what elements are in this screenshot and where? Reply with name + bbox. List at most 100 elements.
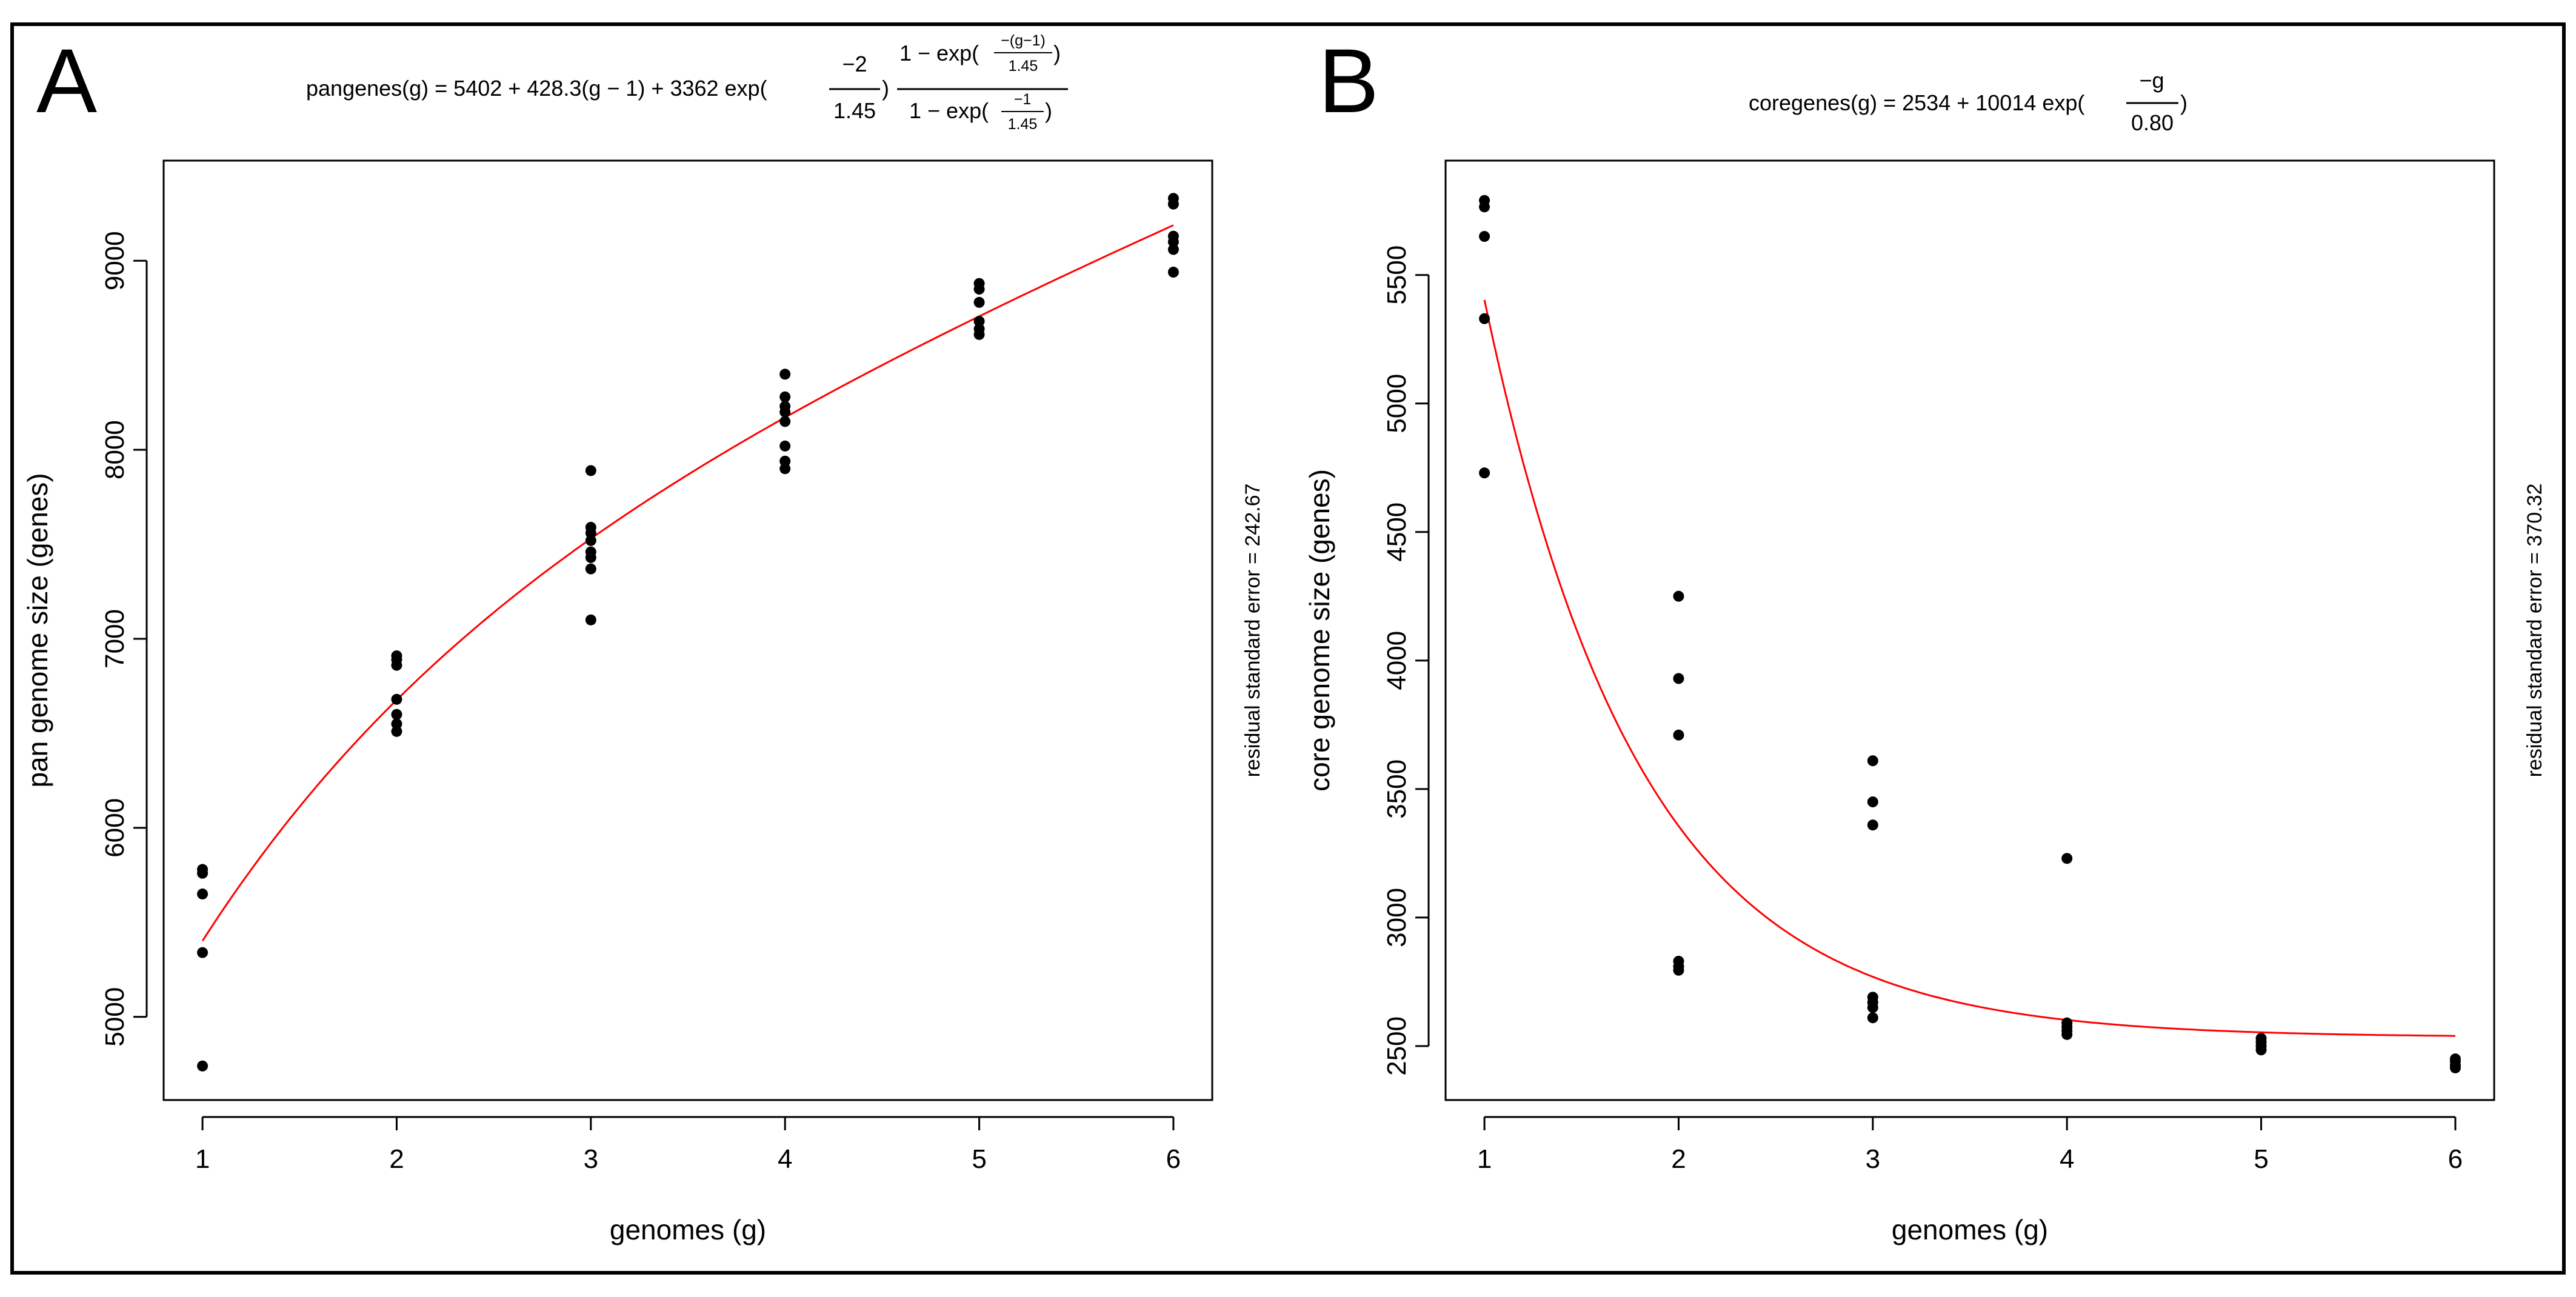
panel-b-y-label: core genome size (genes) — [1304, 469, 1335, 792]
panel-b-formula-close: ) — [2180, 90, 2187, 115]
panel-b-data-point — [2449, 1062, 2461, 1073]
panel-a-x-tick-label: 1 — [195, 1144, 210, 1174]
panel-a-data-point — [197, 1060, 209, 1072]
panel-a-x-tick-label: 4 — [778, 1144, 792, 1174]
panel-b-y-tick-label: 3500 — [1382, 759, 1412, 819]
panel-a-data-point — [1167, 267, 1179, 278]
panel-b-data-point — [1673, 673, 1684, 684]
figure-border — [10, 22, 2566, 1275]
panel-b-data-point — [1867, 1012, 1878, 1024]
panel-b-y-tick-label: 4500 — [1382, 502, 1412, 562]
panel-b-x-label: genomes (g) — [1892, 1214, 2048, 1245]
panel-b-data-point — [1867, 1002, 1878, 1013]
panel-a-formula-frac1-den: 1.45 — [833, 98, 876, 123]
panel-b-x-tick-label: 2 — [1671, 1144, 1686, 1174]
panel-b-data-point — [1867, 796, 1878, 808]
panel-a-fit-curve — [201, 224, 1174, 942]
panel-a-y-tick-label: 5000 — [100, 987, 130, 1047]
panel-b-data-point — [1867, 755, 1878, 767]
panel-a-data-point — [779, 455, 791, 467]
panel-a-data-point — [779, 416, 791, 427]
panel-b-data-point — [1867, 819, 1878, 831]
panel-b-x-axis: 1 2 3 4 5 6 — [1477, 1116, 2463, 1174]
panel-a-formula-frac2-num-pre: 1 − exp( — [899, 41, 979, 65]
panel-a-formula-frac1-num: −2 — [842, 52, 867, 76]
panel-a-y-tick-label: 7000 — [100, 609, 130, 669]
panel-a-data-point — [779, 463, 791, 475]
panel-a-data-point — [585, 527, 596, 539]
panel-a-data-point — [585, 465, 596, 476]
panel-b-fit — [1483, 299, 2455, 1037]
panel-a-data-point — [585, 614, 596, 625]
panel-b-x-tick-label: 4 — [2060, 1144, 2074, 1174]
panel-b-x-tick-label: 5 — [2254, 1144, 2268, 1174]
panel-a-x-tick-label: 3 — [584, 1144, 598, 1174]
panel-a-data-point — [779, 368, 791, 380]
panel-a-formula-frac2-num-small-num: −(g−1) — [1001, 32, 1046, 49]
panel-b-x-tick-label: 6 — [2448, 1144, 2463, 1174]
panel-a-plot-frame — [162, 159, 1213, 1101]
panel-a-x-tick-label: 2 — [389, 1144, 404, 1174]
panel-b-data-point — [1673, 590, 1684, 602]
panel-a-data-point — [973, 284, 985, 295]
panel-b-data-point — [1479, 231, 1490, 242]
panel-b-x-tick-label: 3 — [1866, 1144, 1880, 1174]
panel-b-data-point — [1479, 467, 1490, 479]
panel-a-y-axis: 5000 6000 7000 8000 9000 — [100, 231, 148, 1047]
panel-b-y-tick-label: 5500 — [1382, 245, 1412, 305]
panel-a-data-point — [197, 867, 209, 879]
panel-a: A pangenes(g) = 5402 + 428.3(g − 1) + 33… — [22, 30, 1264, 1245]
panel-a-data-point — [1167, 244, 1179, 255]
panel-a-formula: pangenes(g) = 5402 + 428.3(g − 1) + 3362… — [306, 32, 1068, 133]
panel-a-data-point — [197, 889, 209, 900]
panel-a-data-point — [391, 709, 402, 720]
panel-a-data-point — [779, 391, 791, 402]
panel-b-residual-note: residual standard error = 370.32 — [2523, 484, 2546, 778]
panel-a-data-point — [391, 718, 402, 730]
panel-a-y-tick-label: 8000 — [100, 420, 130, 479]
panel-a-fit — [201, 224, 1174, 942]
panel-a-data-point — [973, 316, 985, 327]
panel-b: B coregenes(g) = 2534 + 10014 exp( −g 0.… — [1304, 30, 2546, 1245]
panel-a-x-label: genomes (g) — [610, 1214, 766, 1245]
panel-a-y-tick-label: 9000 — [100, 231, 130, 290]
panel-b-formula: coregenes(g) = 2534 + 10014 exp( −g 0.80… — [1749, 68, 2187, 135]
panel-a-formula-lhs: pangenes(g) = 5402 + 428.3(g − 1) + 3362… — [306, 76, 767, 101]
panel-a-residual-note: residual standard error = 242.67 — [1241, 484, 1264, 778]
panel-b-fit-curve — [1483, 299, 2455, 1037]
panel-b-data-point — [1479, 201, 1490, 213]
panel-b-points — [1479, 195, 2461, 1073]
panel-a-formula-frac2-den-small-den: 1.45 — [1008, 116, 1038, 133]
panel-a-formula-frac2-den-small-num: −1 — [1014, 91, 1032, 108]
panel-a-data-point — [585, 563, 596, 575]
panel-a-data-point — [973, 328, 985, 340]
panel-a-data-point — [585, 535, 596, 546]
panel-b-formula-frac1-num: −g — [2139, 68, 2164, 93]
panel-b-y-tick-label: 4000 — [1382, 631, 1412, 690]
panel-b-y-axis: 2500 3000 3500 4000 4500 5000 5500 — [1382, 245, 1430, 1076]
panel-a-formula-frac2-den-pre: 1 − exp( — [909, 98, 989, 123]
panel-a-data-point — [973, 296, 985, 308]
panel-b-formula-frac1-den: 0.80 — [2131, 110, 2174, 135]
panel-a-data-point — [779, 406, 791, 418]
panel-a-formula-close: ) — [882, 76, 889, 101]
panel-a-points — [197, 193, 1179, 1072]
panel-b-data-point — [2255, 1044, 2267, 1056]
panel-a-data-point — [1167, 236, 1179, 248]
panel-b-data-point — [1673, 729, 1684, 741]
panel-a-y-label: pan genome size (genes) — [22, 473, 53, 787]
panel-b-y-tick-label: 5000 — [1382, 374, 1412, 433]
panel-b-label: B — [1318, 30, 1379, 132]
panel-a-x-axis: 1 2 3 4 5 6 — [195, 1116, 1181, 1174]
panel-a-x-tick-label: 6 — [1166, 1144, 1181, 1174]
panel-a-y-tick-label: 6000 — [100, 798, 130, 858]
panel-b-x-tick-label: 1 — [1477, 1144, 1492, 1174]
panel-b-data-point — [1479, 313, 1490, 324]
panel-b-data-point — [2061, 853, 2073, 864]
panel-a-data-point — [391, 693, 402, 705]
panel-a-data-point — [1167, 198, 1179, 210]
panel-a-data-point — [391, 725, 402, 737]
panel-a-x-tick-label: 5 — [972, 1144, 986, 1174]
panel-b-data-point — [2061, 1029, 2073, 1040]
